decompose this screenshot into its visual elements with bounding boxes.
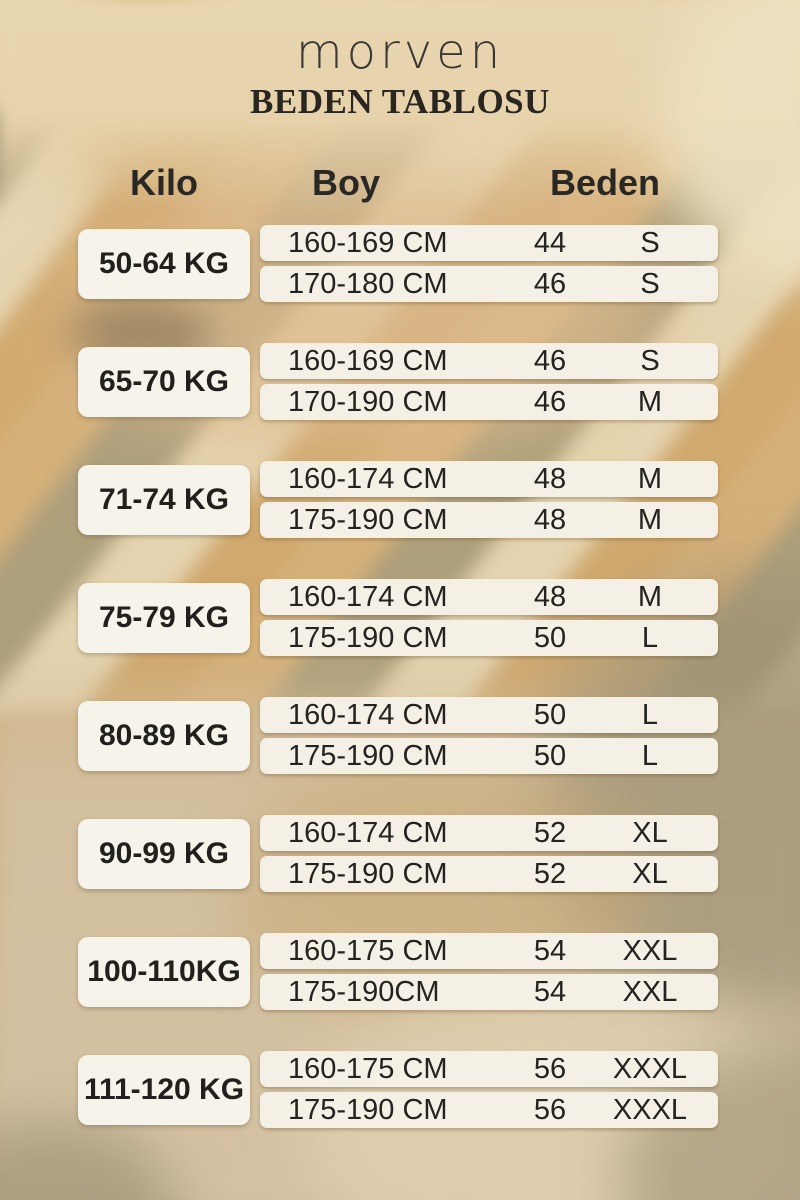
row-beden-size: XXL: [622, 935, 678, 967]
row-beden-number: 46: [533, 345, 567, 377]
table-row: 160-174 CM 50 L: [260, 697, 718, 733]
kilo-label: 100-110KG: [78, 936, 250, 1007]
table-row: 160-175 CM 54 XXL: [260, 933, 718, 969]
row-beden-size: S: [640, 345, 660, 377]
size-group: 71-74 KG 160-174 CM 48 M 175-190 CM 48 M: [0, 461, 800, 538]
row-boy: 175-190 CM: [288, 504, 448, 536]
size-group: 90-99 KG 160-174 CM 52 XL 175-190 CM 52 …: [0, 815, 800, 892]
kilo-label: 65-70 KG: [78, 346, 250, 417]
row-beden-size: L: [641, 699, 659, 731]
row-beden-number: 48: [533, 504, 567, 536]
row-beden-number: 46: [533, 268, 567, 300]
size-group-rows: 160-174 CM 52 XL 175-190 CM 52 XL: [260, 815, 718, 892]
size-group-rows: 160-169 CM 46 S 170-190 CM 46 M: [260, 343, 718, 420]
size-group: 65-70 KG 160-169 CM 46 S 170-190 CM 46 M: [0, 343, 800, 420]
column-header-kilo: Kilo: [130, 162, 198, 203]
table-row: 170-180 CM 46 S: [260, 266, 718, 302]
size-group: 100-110KG 160-175 CM 54 XXL 175-190CM 54…: [0, 933, 800, 1010]
page-title: BEDEN TABLOSU: [250, 82, 550, 121]
row-boy: 175-190 CM: [288, 622, 448, 654]
row-boy: 160-175 CM: [288, 1053, 448, 1085]
column-header-beden: Beden: [549, 162, 661, 203]
row-beden-number: 46: [533, 386, 567, 418]
row-beden-number: 52: [533, 858, 567, 890]
row-beden-number: 54: [533, 976, 567, 1008]
kilo-label: 75-79 KG: [78, 582, 250, 653]
table-row: 175-190CM 54 XXL: [260, 974, 718, 1010]
row-beden-size: XXL: [622, 976, 678, 1008]
row-beden-size: XL: [632, 817, 668, 849]
row-beden-size: M: [637, 463, 663, 495]
row-beden-size: M: [637, 504, 663, 536]
row-beden-size: XXXL: [612, 1094, 688, 1126]
table-row: 175-190 CM 52 XL: [260, 856, 718, 892]
size-group: 50-64 KG 160-169 CM 44 S 170-180 CM 46 S: [0, 225, 800, 302]
row-beden-number: 50: [533, 699, 567, 731]
table-row: 170-190 CM 46 M: [260, 384, 718, 420]
row-beden-number: 50: [533, 740, 567, 772]
kilo-label: 90-99 KG: [78, 818, 250, 889]
row-beden-number: 56: [533, 1094, 567, 1126]
row-boy: 175-190CM: [288, 976, 440, 1008]
row-beden-number: 48: [533, 581, 567, 613]
row-boy: 170-190 CM: [288, 386, 448, 418]
row-beden-number: 56: [533, 1053, 567, 1085]
row-beden-number: 52: [533, 817, 567, 849]
row-beden-size: S: [640, 268, 660, 300]
kilo-label: 50-64 KG: [78, 228, 250, 299]
table-row: 175-190 CM 50 L: [260, 620, 718, 656]
row-beden-size: M: [637, 386, 663, 418]
table-header-row: Kilo Boy Beden: [0, 162, 800, 208]
row-boy: 160-169 CM: [288, 345, 448, 377]
row-beden-number: 44: [533, 227, 567, 259]
size-group-rows: 160-174 CM 50 L 175-190 CM 50 L: [260, 697, 718, 774]
row-boy: 160-169 CM: [288, 227, 448, 259]
kilo-label: 71-74 KG: [78, 464, 250, 535]
kilo-label: 111-120 KG: [78, 1054, 250, 1125]
table-row: 160-175 CM 56 XXXL: [260, 1051, 718, 1087]
size-group: 75-79 KG 160-174 CM 48 M 175-190 CM 50 L: [0, 579, 800, 656]
row-boy: 175-190 CM: [288, 740, 448, 772]
row-boy: 160-174 CM: [288, 581, 448, 613]
row-beden-size: XXXL: [612, 1053, 688, 1085]
row-beden-number: 50: [533, 622, 567, 654]
size-group-rows: 160-175 CM 56 XXXL 175-190 CM 56 XXXL: [260, 1051, 718, 1128]
row-beden-number: 48: [533, 463, 567, 495]
column-header-boy: Boy: [311, 162, 380, 203]
size-group-rows: 160-175 CM 54 XXL 175-190CM 54 XXL: [260, 933, 718, 1010]
brand-wordmark: morven: [295, 24, 505, 80]
table-row: 160-169 CM 46 S: [260, 343, 718, 379]
size-group-rows: 160-169 CM 44 S 170-180 CM 46 S: [260, 225, 718, 302]
row-boy: 175-190 CM: [288, 858, 448, 890]
size-group-rows: 160-174 CM 48 M 175-190 CM 50 L: [260, 579, 718, 656]
table-row: 175-190 CM 56 XXXL: [260, 1092, 718, 1128]
row-boy: 160-174 CM: [288, 463, 448, 495]
table-row: 160-169 CM 44 S: [260, 225, 718, 261]
row-boy: 160-174 CM: [288, 699, 448, 731]
size-group: 111-120 KG 160-175 CM 56 XXXL 175-190 CM…: [0, 1051, 800, 1128]
row-beden-size: S: [640, 227, 660, 259]
size-group: 80-89 KG 160-174 CM 50 L 175-190 CM 50 L: [0, 697, 800, 774]
row-beden-size: L: [641, 622, 659, 654]
row-beden-size: M: [637, 581, 663, 613]
row-beden-size: XL: [632, 858, 668, 890]
row-boy: 160-175 CM: [288, 935, 448, 967]
size-group-rows: 160-174 CM 48 M 175-190 CM 48 M: [260, 461, 718, 538]
size-table-groups: 50-64 KG 160-169 CM 44 S 170-180 CM 46 S…: [0, 225, 800, 1169]
row-boy: 160-174 CM: [288, 817, 448, 849]
row-boy: 175-190 CM: [288, 1094, 448, 1126]
row-beden-number: 54: [533, 935, 567, 967]
table-row: 160-174 CM 48 M: [260, 461, 718, 497]
kilo-label: 80-89 KG: [78, 700, 250, 771]
table-row: 175-190 CM 50 L: [260, 738, 718, 774]
row-boy: 170-180 CM: [288, 268, 448, 300]
table-row: 160-174 CM 52 XL: [260, 815, 718, 851]
table-row: 175-190 CM 48 M: [260, 502, 718, 538]
row-beden-size: L: [641, 740, 659, 772]
table-row: 160-174 CM 48 M: [260, 579, 718, 615]
